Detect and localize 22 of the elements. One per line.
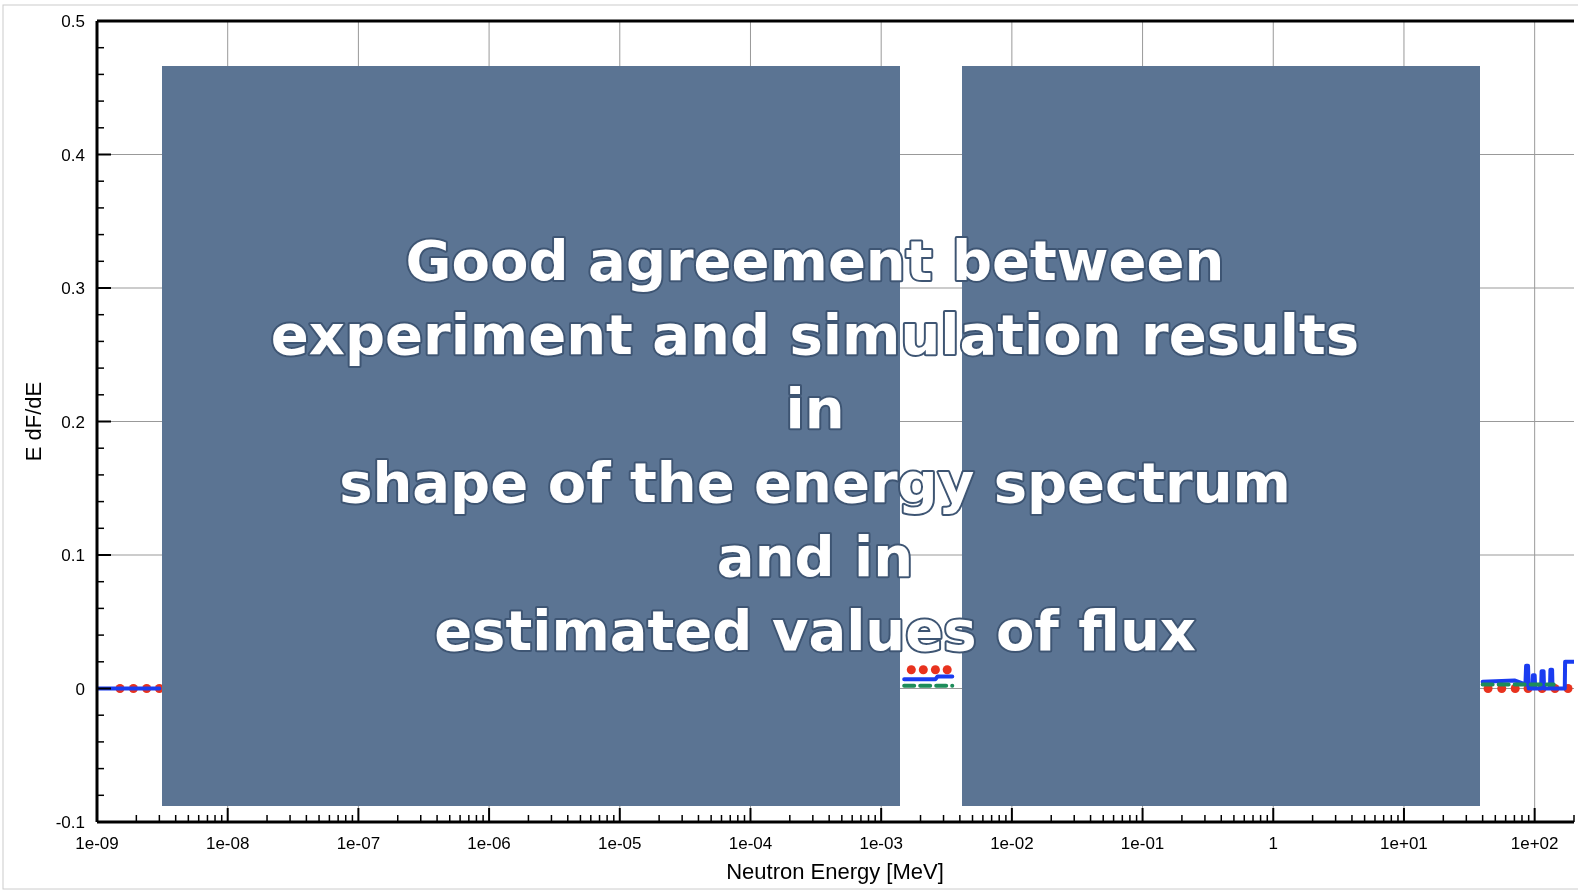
- x-tick-label: 1e-06: [467, 834, 511, 853]
- x-tick-label: 1e-04: [728, 834, 773, 853]
- y-tick-label: 0.1: [61, 546, 85, 565]
- x-tick-label: 1e-08: [205, 834, 250, 853]
- x-tick-label: 1e-03: [859, 834, 903, 853]
- y-tick-label: -0.1: [55, 813, 85, 832]
- x-tick-label: 1e-01: [1120, 834, 1165, 853]
- x-tick-label: 1: [1268, 834, 1278, 853]
- x-tick-label: 1e-02: [990, 834, 1034, 853]
- x-tick-label: 1e+01: [1380, 834, 1428, 853]
- annotation: in: [785, 376, 845, 441]
- y-tick-label: 0.3: [61, 279, 85, 298]
- y-tick-label: 0.5: [61, 12, 85, 31]
- x-tick-label: 1e-09: [75, 834, 119, 853]
- y-tick-label: 0.4: [61, 145, 85, 165]
- y-tick-label: 0: [75, 679, 85, 699]
- x-tick-label: 1e-07: [336, 834, 381, 853]
- x-tick-label: 1e+02: [1510, 834, 1559, 853]
- x-axis-title: Neutron Energy [MeV]: [726, 859, 944, 884]
- y-tick-label: 0.2: [61, 412, 85, 432]
- x-tick-label: 1e-05: [598, 834, 642, 853]
- y-axis-title: E dF/dE: [21, 381, 46, 462]
